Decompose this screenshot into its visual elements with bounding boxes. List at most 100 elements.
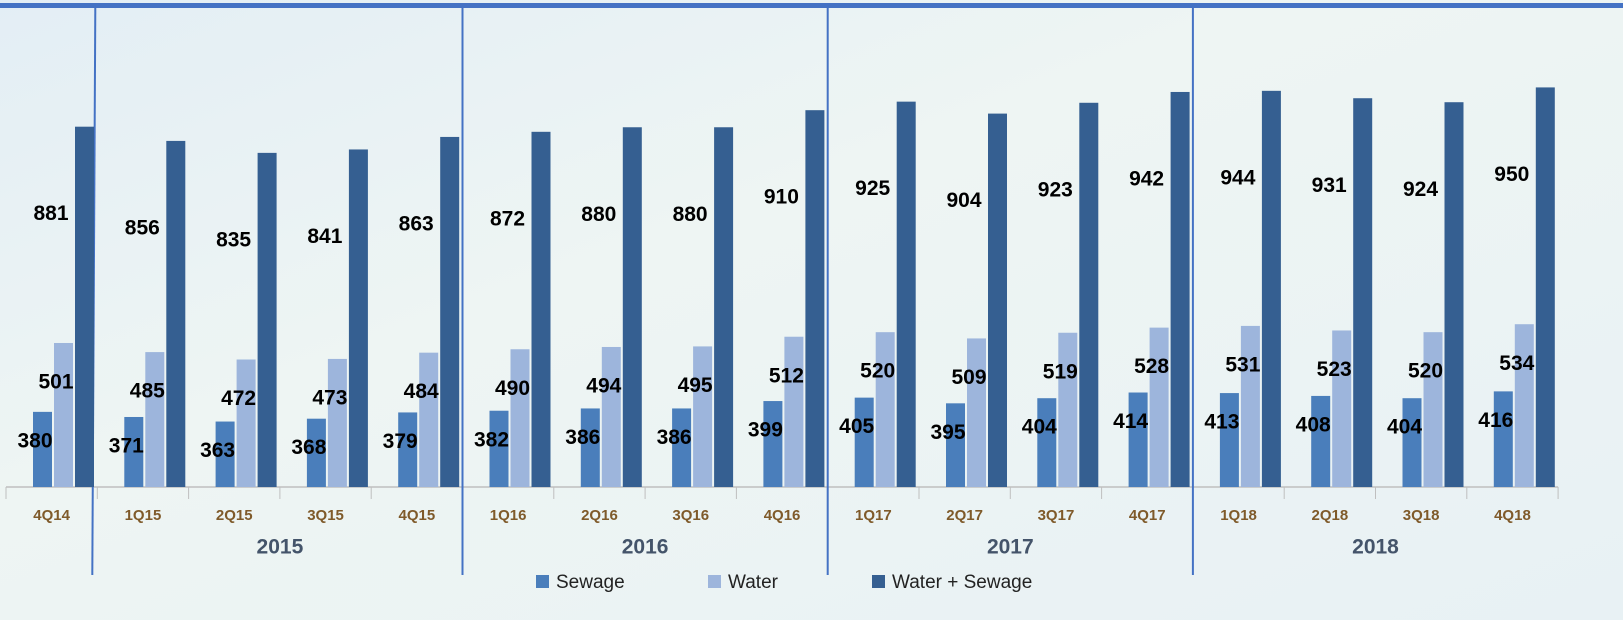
bar xyxy=(398,412,418,487)
data-label: 931 xyxy=(1312,174,1347,197)
data-label: 399 xyxy=(748,419,783,442)
data-label: 944 xyxy=(1220,166,1255,189)
legend-label: Water + Sewage xyxy=(892,572,1032,593)
bar xyxy=(1311,395,1331,487)
data-label: 835 xyxy=(216,228,251,251)
x-tick-label: 3Q15 xyxy=(307,507,344,524)
data-label: 881 xyxy=(33,202,68,225)
bar xyxy=(763,401,783,487)
x-tick-label: 1Q16 xyxy=(490,507,527,524)
bar xyxy=(601,346,621,487)
data-label: 528 xyxy=(1134,355,1169,378)
data-label: 414 xyxy=(1113,410,1148,433)
year-label: 2016 xyxy=(622,536,669,559)
data-label: 501 xyxy=(38,371,73,394)
bar xyxy=(1079,102,1099,488)
x-tick-label: 4Q18 xyxy=(1494,507,1531,524)
data-label: 490 xyxy=(495,377,530,400)
bar xyxy=(145,352,165,487)
data-label: 382 xyxy=(474,428,509,451)
data-label: 380 xyxy=(17,429,52,452)
x-tick-label: 4Q17 xyxy=(1129,507,1166,524)
data-label: 863 xyxy=(399,212,434,235)
year-label: 2015 xyxy=(257,536,304,559)
x-tick-label: 1Q17 xyxy=(855,507,892,524)
bar xyxy=(988,113,1007,488)
bar xyxy=(1493,391,1513,487)
data-label: 923 xyxy=(1038,178,1073,201)
bar xyxy=(489,410,509,487)
bar xyxy=(54,342,73,487)
data-label: 472 xyxy=(221,387,256,410)
x-tick-label: 3Q17 xyxy=(1038,507,1075,524)
data-label: 494 xyxy=(586,375,621,398)
legend-swatch xyxy=(708,575,721,588)
data-label: 520 xyxy=(1408,360,1443,383)
bar xyxy=(531,131,551,487)
bar xyxy=(784,336,804,487)
bar xyxy=(1261,90,1281,488)
data-label: 531 xyxy=(1225,353,1260,376)
bar xyxy=(1170,91,1190,488)
bar xyxy=(946,403,965,487)
x-tick-label: 2Q18 xyxy=(1311,507,1348,524)
data-label: 473 xyxy=(312,386,347,409)
data-label: 880 xyxy=(581,203,616,226)
bar xyxy=(805,110,825,487)
bar xyxy=(1353,98,1373,488)
data-label: 416 xyxy=(1478,409,1513,432)
bar xyxy=(854,397,874,487)
bar xyxy=(672,408,692,487)
data-label: 924 xyxy=(1403,178,1438,201)
year-label: 2017 xyxy=(987,536,1034,559)
data-label: 404 xyxy=(1387,416,1422,439)
year-label: 2018 xyxy=(1352,536,1399,559)
data-label: 520 xyxy=(860,360,895,383)
data-label: 386 xyxy=(657,426,692,449)
data-label: 856 xyxy=(125,216,160,239)
legend-label: Water xyxy=(728,572,779,593)
bar xyxy=(1149,327,1169,487)
x-tick-label: 4Q16 xyxy=(764,507,801,524)
bar xyxy=(75,126,94,488)
x-tick-label: 2Q15 xyxy=(216,507,253,524)
bar xyxy=(1535,87,1555,487)
bar xyxy=(1058,332,1078,487)
bar xyxy=(124,416,144,487)
bar xyxy=(510,349,530,487)
legend-label: Sewage xyxy=(556,572,625,593)
bar xyxy=(419,352,439,487)
data-label: 413 xyxy=(1204,411,1239,434)
x-tick-label: 3Q16 xyxy=(672,507,709,524)
data-label: 534 xyxy=(1499,352,1534,375)
x-tick-label: 4Q15 xyxy=(398,507,435,524)
x-tick-label: 1Q18 xyxy=(1220,507,1257,524)
bar xyxy=(693,346,713,487)
bar xyxy=(257,152,277,487)
data-label: 910 xyxy=(764,186,799,209)
bar xyxy=(236,359,256,487)
data-label: 841 xyxy=(307,225,342,248)
data-label: 404 xyxy=(1022,416,1057,439)
bar xyxy=(1402,398,1422,487)
data-label: 872 xyxy=(490,207,525,230)
legend-swatch xyxy=(872,575,885,588)
bar xyxy=(1514,324,1534,487)
data-label: 904 xyxy=(946,189,981,212)
data-label: 395 xyxy=(930,421,965,444)
data-label: 519 xyxy=(1043,360,1078,383)
bar xyxy=(714,127,734,488)
x-tick-label: 1Q15 xyxy=(125,507,162,524)
bar xyxy=(580,408,600,487)
bar xyxy=(1128,392,1148,487)
bar xyxy=(1423,332,1443,487)
bar xyxy=(875,332,895,487)
data-label: 925 xyxy=(855,177,890,200)
bar xyxy=(215,421,235,487)
data-label: 523 xyxy=(1317,358,1352,381)
data-label: 405 xyxy=(839,415,874,438)
x-tick-label: 4Q14 xyxy=(33,507,70,524)
bar xyxy=(327,358,347,487)
bar xyxy=(896,101,916,488)
